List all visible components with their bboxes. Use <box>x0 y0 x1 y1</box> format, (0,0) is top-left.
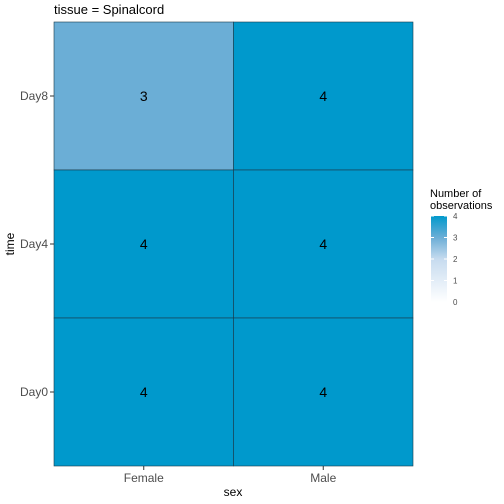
heatmap-cell <box>233 317 414 467</box>
legend-tick-label: 0 <box>453 298 458 307</box>
heatmap-cell <box>53 317 234 467</box>
y-tick-label: Day8 <box>20 89 48 103</box>
y-axis-ticks: Day0 Day4 Day8 <box>20 89 54 399</box>
legend-ticks: 0 1 2 3 4 <box>431 212 458 307</box>
y-axis-title: time <box>3 232 17 255</box>
y-tick-label: Day0 <box>20 385 48 399</box>
x-tick-label: Female <box>124 471 164 485</box>
heatmap-cell <box>53 21 234 171</box>
cell-value-label: 3 <box>140 88 148 104</box>
legend-title-line2: observations <box>430 200 493 212</box>
x-tick-label: Male <box>310 471 336 485</box>
cell-value-label: 4 <box>140 384 148 400</box>
legend-tick-label: 4 <box>453 212 458 221</box>
chart-title: tissue = Spinalcord <box>54 2 164 17</box>
cell-labels: 3 4 4 4 4 4 <box>140 88 328 400</box>
heatmap-cell <box>53 169 234 319</box>
legend-title-line1: Number of <box>430 188 482 200</box>
heatmap-cell <box>233 21 414 171</box>
heatmap-cell <box>233 169 414 319</box>
heatmap-cells <box>53 21 414 467</box>
cell-value-label: 4 <box>319 88 327 104</box>
y-tick-label: Day4 <box>20 237 48 251</box>
legend-tick-label: 2 <box>453 255 458 264</box>
legend-colorbar <box>431 216 447 302</box>
legend: Number of observations 0 1 2 3 4 <box>430 188 493 307</box>
legend-tick-label: 1 <box>453 277 458 286</box>
cell-value-label: 4 <box>319 384 327 400</box>
legend-tick-label: 3 <box>453 234 458 243</box>
cell-value-label: 4 <box>140 236 148 252</box>
cell-value-label: 4 <box>319 236 327 252</box>
x-axis-title: sex <box>224 485 243 499</box>
x-axis-ticks: Female Male <box>124 466 337 485</box>
